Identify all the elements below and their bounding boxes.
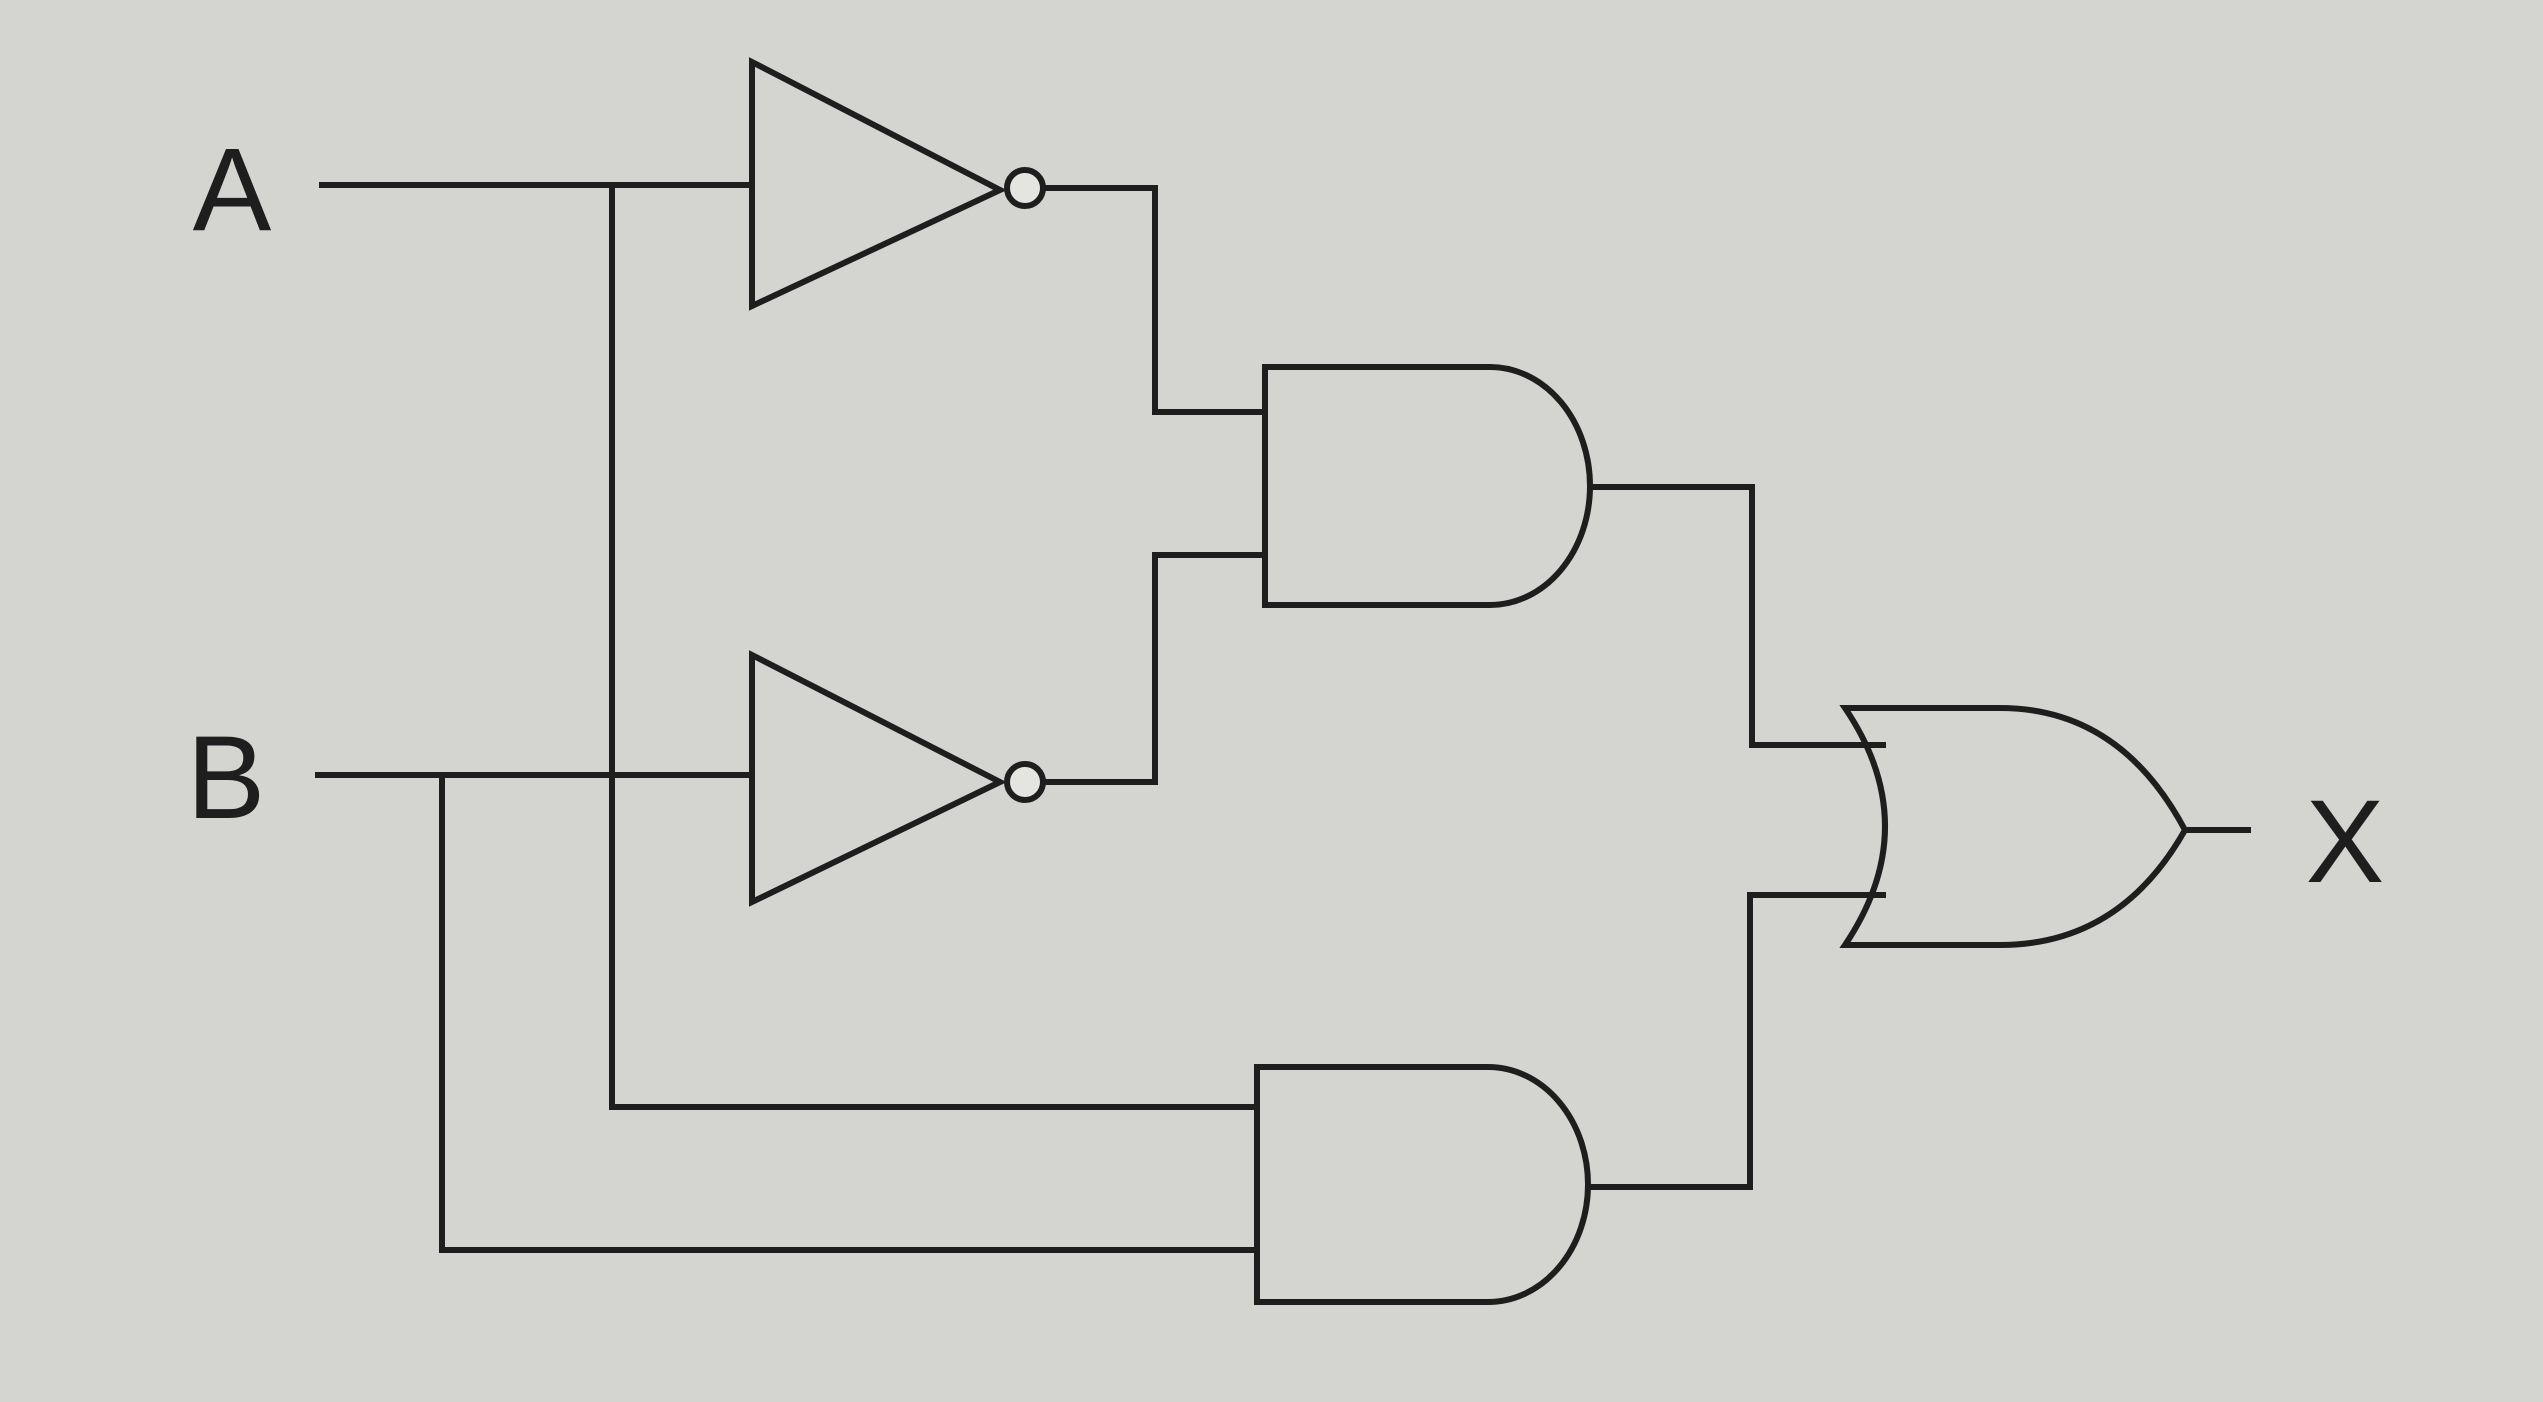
inverter-bubble-a xyxy=(1004,167,1046,209)
or-gate xyxy=(1839,705,2189,948)
and-gate-1 xyxy=(1262,364,1593,608)
not-gate-b xyxy=(749,650,1046,907)
wire-and-1-to-or xyxy=(1587,484,1886,748)
input-label-b: B xyxy=(187,712,266,844)
not-gate-a xyxy=(749,57,1046,311)
input-label-a: A xyxy=(193,124,272,256)
wire-and-2-to-or xyxy=(1585,892,1886,1190)
wire-not-b-to-and-1 xyxy=(1042,552,1268,785)
output-label-x: X xyxy=(2306,776,2385,908)
wires xyxy=(315,182,2251,1253)
and-gate-2 xyxy=(1254,1064,1591,1305)
inverter-bubble-b xyxy=(1004,761,1046,803)
wire-b-to-and-2 xyxy=(439,772,1260,1253)
wire-a-to-and-2 xyxy=(609,182,1260,1110)
wire-not-a-to-and-1 xyxy=(1042,185,1268,415)
